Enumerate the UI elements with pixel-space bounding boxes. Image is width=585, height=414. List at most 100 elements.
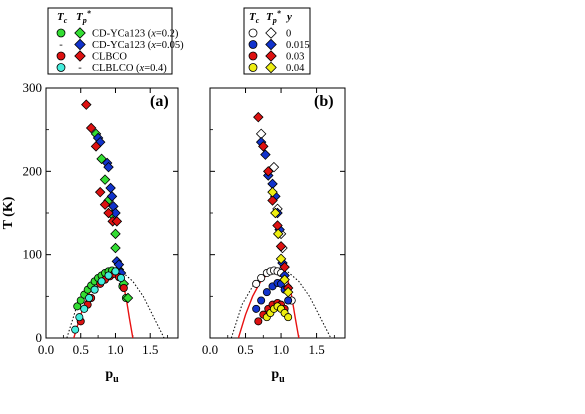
legend-a-header-main: T [57,11,65,23]
data-point-circle [71,325,80,334]
data-point-diamond [106,191,118,202]
data-point-circle [119,283,128,292]
x-axis-title-b: pu [271,367,285,385]
legend-b-header: Tp* [266,9,282,25]
data-point-diamond [282,286,294,298]
data-point-diamond [272,228,284,240]
data-point-diamond [99,174,111,185]
data-point-circle [97,277,106,286]
legend-a-header-sub: c [64,16,68,25]
legend-a-circle [56,51,66,61]
data-point-diamond [275,253,287,265]
data-point-circle [257,273,266,282]
data-point-circle [252,279,261,288]
data-point-diamond [81,99,92,110]
legend-a-label-main: CLBCO [92,52,127,63]
x-tick-labels-b: 0.0 0.5 1.0 1.5 [202,342,325,357]
legend-b-circle [248,28,258,38]
data-point-diamond [267,195,278,206]
legend-a-placeholder: - [59,40,63,51]
legend-b-header-sub: c [256,16,260,25]
legend-a-header-sup: * [87,9,92,18]
series-a-5 [71,267,126,334]
data-point-circle [117,273,126,282]
legend-a-placeholder: - [78,63,82,74]
x-axis-title-b-main: p [271,367,279,382]
data-point-circle [262,288,271,297]
data-point-circle [80,304,89,313]
legend-b-label: 0.04 [286,63,305,74]
legend-a-label: CD-YCa123 (x=0.05) [92,40,184,51]
legend-b-header: Tc [249,11,260,25]
legend-b-circle [248,63,258,72]
legend-a-diamond [74,50,86,62]
legend-a: Tc Tp*CD-YCa123 (x=0.2)- CD-YCa123 (x=0.05… [47,7,184,75]
legend-a-label-var: x [150,29,156,40]
legend-b-header-main: T [266,11,274,23]
data-point-circle [104,271,113,280]
data-layer-b [230,111,332,338]
data-point-circle [284,296,293,305]
data-point-circle [284,313,293,322]
data-point-circle [85,293,94,302]
legend-b-header-main: y [285,11,292,23]
x-tick-labels-a: 0.0 0.5 1.0 1.5 [38,342,158,357]
data-point-diamond [275,241,287,252]
y-tick-label: 200 [23,163,43,178]
x-axis-title-b-sub: u [279,374,285,385]
panel-a: Tc Tp*CD-YCa123 (x=0.2)- CD-YCa123 (x=0.05… [1,7,184,385]
data-point-diamond [110,228,121,240]
x-tick-label: 1.5 [308,342,324,357]
legend-a-label-suffix: =0.05) [156,40,184,51]
data-point-diamond [260,149,271,160]
series-a-4 [81,99,123,227]
data-point-diamond [110,242,121,254]
data-point-diamond [267,186,278,198]
data-point-circle [73,302,82,311]
legend-a-header-sub: p [82,16,87,25]
x-tick-label: 0.5 [73,342,89,357]
data-point-diamond [99,199,111,210]
legend-b-header: y [285,11,292,23]
y-tick-label: 300 [23,80,43,95]
x-tick-label: 0.0 [202,342,218,357]
data-point-diamond [96,153,107,165]
series-b-6 [262,302,293,322]
legend-a-diamond [74,27,86,39]
data-point-diamond [85,122,97,134]
legend-a-circle [56,28,66,38]
legend-a-label-main: CLBLCO ( [92,63,140,74]
data-point-diamond [258,141,269,152]
legend-a-header-main: T [76,11,84,23]
legend-a-label-suffix: =0.2) [156,29,179,40]
legend-b-header-sub: p [272,16,277,25]
y-axis-title: T (K) [1,196,16,229]
fit-curve-dotted-a [66,269,165,338]
series-a-2 [92,132,127,279]
x-tick-label: 0.5 [237,342,253,357]
legend-b-circle [248,51,258,61]
data-point-circle [75,313,84,322]
data-point-diamond [279,261,290,273]
data-point-circle [90,285,99,294]
data-point-circle [257,296,266,305]
x-tick-label: 1.0 [107,342,123,357]
x-tick-label: 1.0 [273,342,289,357]
legend-a-label-var: x [150,40,156,51]
legend-a-label-suffix: =0.4) [144,63,167,74]
x-axis-title-a-main: p [105,367,113,382]
data-point-diamond [270,207,281,219]
x-tick-label: 1.5 [142,342,158,357]
data-point-diamond [279,274,290,285]
fit-curve-dotted-b [230,269,332,338]
data-point-circle [111,267,120,276]
legend-a-label-main: CD-YCa123 ( [92,40,152,51]
legend-b-label: 0 [286,29,291,40]
legend-b-header-sup: * [277,9,282,18]
legend-a-label-var: x [139,63,145,74]
legend-a-label-main: CD-YCa123 ( [92,29,152,40]
data-point-diamond [90,141,102,152]
legend-b-diamond [265,50,277,62]
